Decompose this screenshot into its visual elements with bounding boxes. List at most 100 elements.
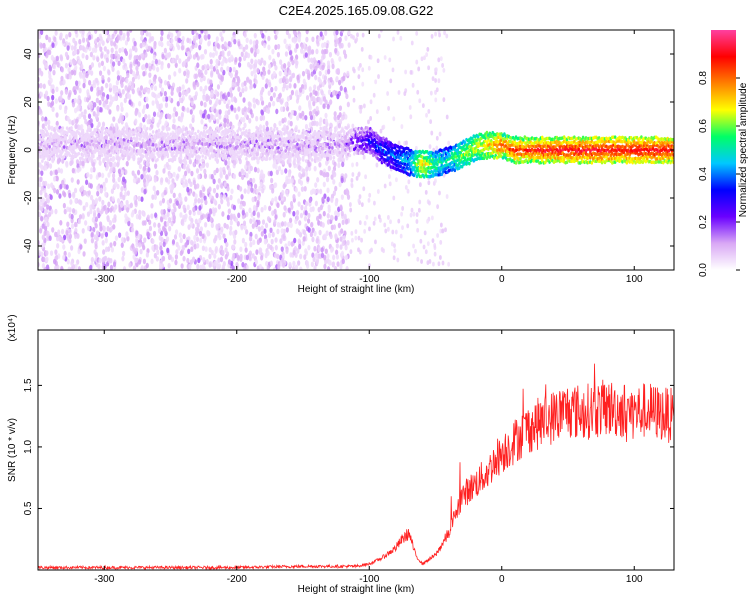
heatmap-cell xyxy=(245,229,249,235)
heatmap-cell xyxy=(121,88,125,95)
heatmap-cell xyxy=(309,206,313,213)
heatmap-cell xyxy=(67,67,71,73)
heatmap-cell xyxy=(329,99,333,105)
heatmap-cell xyxy=(344,114,348,120)
heatmap-cell xyxy=(109,168,113,174)
heatmap-cell xyxy=(85,54,89,61)
heatmap-cell xyxy=(427,109,431,114)
heatmap-cell xyxy=(365,214,369,220)
heatmap-cell xyxy=(97,42,102,48)
heatmap-ridge-cell xyxy=(147,150,151,155)
heatmap-cell xyxy=(406,223,410,229)
heatmap-cell xyxy=(196,55,200,61)
heatmap-cell xyxy=(224,253,228,260)
heatmap-cell xyxy=(269,95,274,102)
heatmap-cell xyxy=(161,197,166,204)
heatmap-cell xyxy=(423,55,426,61)
heatmap-cell xyxy=(167,216,171,223)
heatmap-cell xyxy=(222,69,226,76)
heatmap-cell xyxy=(303,185,307,192)
heatmap-cell xyxy=(229,121,233,128)
heatmap-cell xyxy=(223,182,227,188)
heatmap-cell xyxy=(276,51,280,58)
heatmap-cell xyxy=(336,93,340,100)
heatmap-ridge-cell xyxy=(128,133,132,137)
heatmap-cell xyxy=(420,56,424,62)
heatmap-cell xyxy=(38,33,42,40)
heatmap-cell xyxy=(40,70,44,77)
heatmap-cell xyxy=(272,92,276,98)
heatmap-cell xyxy=(311,236,315,243)
heatmap-cell xyxy=(236,254,240,261)
heatmap-cell xyxy=(175,249,179,255)
heatmap-ridge-cell xyxy=(100,131,104,136)
heatmap-cell xyxy=(340,228,344,234)
heatmap-cell xyxy=(78,113,82,120)
heatmap-cell xyxy=(204,199,208,206)
heatmap-cell xyxy=(40,206,44,212)
heatmap-cell xyxy=(138,242,142,248)
heatmap-cell xyxy=(122,266,127,270)
heatmap-cell xyxy=(193,94,198,101)
heatmap-ridge-cell xyxy=(278,137,282,141)
heatmap-cell xyxy=(328,260,332,266)
heatmap-cell xyxy=(41,223,45,229)
heatmap-cell xyxy=(294,187,298,193)
heatmap-cell xyxy=(188,158,192,165)
heatmap-cell xyxy=(299,87,303,93)
heatmap-cell xyxy=(427,180,431,186)
heatmap-cell xyxy=(343,213,347,220)
heatmap-cell xyxy=(327,89,332,95)
heatmap-cell xyxy=(281,257,285,263)
heatmap-cell xyxy=(156,249,160,256)
heatmap-cell xyxy=(314,74,318,81)
heatmap-cell xyxy=(194,218,198,225)
heatmap-ridge-cell xyxy=(198,155,202,159)
heatmap-cell xyxy=(88,79,92,86)
heatmap-cell xyxy=(119,101,124,108)
heatmap-cell xyxy=(144,113,148,120)
heatmap-cell xyxy=(360,202,364,208)
heatmap-ridge-cell xyxy=(108,149,111,153)
heatmap-cell xyxy=(271,197,275,204)
heatmap-cell xyxy=(178,91,182,98)
heatmap-cell xyxy=(213,107,217,114)
heatmap-cell xyxy=(223,117,227,124)
heatmap-cell xyxy=(217,73,221,80)
heatmap-cell xyxy=(314,65,318,72)
heatmap-cell xyxy=(74,64,78,71)
heatmap-cell xyxy=(89,173,93,180)
heatmap-cell xyxy=(210,106,214,112)
heatmap-cell xyxy=(82,251,86,257)
heatmap-cell xyxy=(344,35,348,41)
heatmap-cell xyxy=(97,171,102,178)
heatmap-cell xyxy=(354,235,358,241)
heatmap-cell xyxy=(71,101,76,108)
heatmap-cell xyxy=(119,191,123,197)
heatmap-cell xyxy=(199,165,203,172)
heatmap-cell xyxy=(106,225,110,232)
heatmap-cell xyxy=(357,198,361,204)
heatmap-cell xyxy=(400,124,404,129)
heatmap-cell xyxy=(72,59,77,65)
heatmap-ridge-cell xyxy=(239,127,242,132)
heatmap-cell xyxy=(174,111,179,117)
heatmap-cell xyxy=(424,249,428,255)
heatmap-cell xyxy=(171,82,176,88)
heatmap-cell xyxy=(434,178,437,184)
heatmap-cell xyxy=(163,189,167,196)
heatmap-cell xyxy=(186,204,190,211)
heatmap-cell xyxy=(266,250,270,256)
heatmap-cell xyxy=(273,209,277,215)
heatmap-cell xyxy=(269,260,273,267)
heatmap-cell xyxy=(110,188,115,195)
heatmap-cell xyxy=(302,229,306,236)
heatmap-cell xyxy=(152,185,156,192)
heatmap-ridge-cell xyxy=(162,127,165,131)
heatmap-cell xyxy=(83,238,87,244)
heatmap-cell xyxy=(434,97,438,103)
heatmap-cell xyxy=(396,257,400,263)
heatmap-cell xyxy=(156,66,160,73)
heatmap-cell xyxy=(245,172,249,179)
heatmap-cell xyxy=(65,230,69,236)
